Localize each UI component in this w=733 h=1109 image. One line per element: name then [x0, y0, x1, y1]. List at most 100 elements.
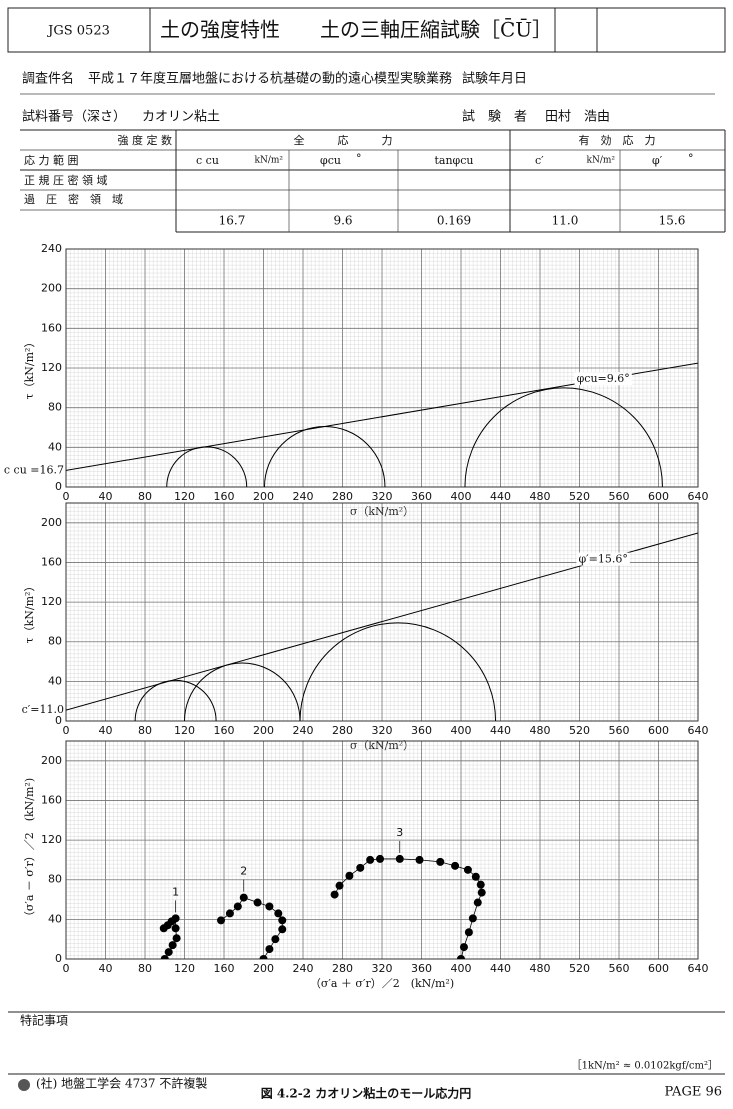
- x-tick-label: 200: [253, 962, 274, 975]
- chart: 0 40 80 120 160 200 240 280 320 360 400 440 480 520 56…: [22, 502, 709, 752]
- path-label: 1: [172, 885, 179, 898]
- x-tick-label: 120: [174, 490, 195, 503]
- path-point: [233, 902, 242, 911]
- column-unit: kN/m²: [586, 156, 615, 166]
- y-tick-label: 160: [41, 555, 62, 568]
- x-tick-label: 80: [138, 962, 152, 975]
- y-axis-label: τ（kN/m²）: [23, 337, 36, 400]
- y-tick-label: 40: [48, 440, 62, 453]
- y-axis-label: （σ′a － σ′r）／2 (kN/m²): [23, 778, 36, 922]
- path-point: [217, 916, 226, 925]
- unit-note: ［1kN/m² ≈ 0.0102kgf/cm²］: [572, 1060, 718, 1072]
- column-header: c′: [535, 154, 544, 167]
- path-point: [239, 893, 248, 902]
- envelope-label: φcu=9.6°: [577, 372, 630, 385]
- sample: カオリン粘土: [142, 110, 220, 125]
- x-tick-label: 520: [569, 724, 590, 737]
- path-point: [225, 909, 234, 918]
- path-point: [366, 855, 375, 864]
- x-tick-label: 400: [451, 724, 472, 737]
- label-background: [574, 372, 632, 386]
- x-tick-label: 40: [99, 490, 113, 503]
- table-value: 15.6: [659, 214, 686, 228]
- y-tick-label: 40: [48, 674, 62, 687]
- x-tick-label: 160: [214, 962, 235, 975]
- path-point: [164, 948, 173, 957]
- x-tick-label: 320: [372, 490, 393, 503]
- x-tick-label: 480: [530, 490, 551, 503]
- column-unit: °: [356, 152, 362, 165]
- path-point: [459, 943, 468, 952]
- x-tick-label: 240: [293, 490, 314, 503]
- column-unit: °: [688, 152, 694, 165]
- x-tick-label: 0: [63, 490, 70, 503]
- corner-label: 強 度 定 数: [118, 133, 173, 147]
- tester: 田村 浩由: [545, 110, 610, 125]
- path-point: [278, 916, 287, 925]
- y-tick-label: 200: [41, 754, 62, 767]
- path-point: [468, 914, 477, 923]
- y-tick-label: 40: [48, 912, 62, 925]
- x-tick-label: 280: [332, 490, 353, 503]
- y-tick-label: 240: [41, 242, 62, 255]
- x-tick-label: 200: [253, 490, 274, 503]
- y-tick-label: 160: [41, 321, 62, 334]
- plot-frame: [65, 740, 699, 960]
- path-point: [415, 855, 424, 864]
- date-label: 試験年月日: [462, 71, 527, 87]
- x-tick-label: 560: [609, 962, 630, 975]
- y-tick-label: 80: [48, 635, 62, 648]
- y-tick-label: 80: [48, 873, 62, 886]
- plot-frame: [65, 502, 699, 722]
- x-tick-label: 80: [138, 490, 152, 503]
- figure-caption: 図 4.2-2 カオリン粘土のモール応力円: [261, 1086, 472, 1101]
- path-point: [160, 955, 169, 959]
- path-point: [436, 857, 445, 866]
- x-tick-label: 360: [411, 490, 432, 503]
- path-point: [464, 928, 473, 937]
- y-tick-label: 120: [41, 595, 62, 608]
- logo: [18, 1079, 30, 1091]
- intercept-label: c cu =16.7: [4, 463, 64, 476]
- x-tick-label: 480: [530, 724, 551, 737]
- path-point: [477, 888, 486, 897]
- project: 平成１７年度互層地盤における杭基礎の動的遠心模型実験業務: [88, 71, 452, 87]
- y-tick-label: 200: [41, 516, 62, 529]
- publisher: (社) 地盤工学会 4737 不許複製: [36, 1076, 207, 1091]
- column-header: tanφcu: [434, 154, 473, 167]
- plot-frame: [65, 248, 699, 488]
- path-point: [265, 902, 274, 911]
- envelope-label: φ′=15.6°: [578, 553, 627, 566]
- x-axis-label: （σ′a ＋ σ′r）／2 (kN/m²): [310, 977, 454, 990]
- x-tick-label: 160: [214, 490, 235, 503]
- y-tick-label: 120: [41, 361, 62, 374]
- group-header: 全 応 力: [294, 133, 393, 147]
- x-tick-label: 520: [569, 490, 590, 503]
- y-axis-label: τ（kN/m²）: [23, 581, 36, 644]
- path-label: 3: [396, 826, 403, 839]
- charts: 0 40 80 120 160 200 240 280 320 360 400 440 480 520 56…: [4, 242, 709, 990]
- x-tick-label: 0: [63, 724, 70, 737]
- path-point: [395, 854, 404, 863]
- y-tick-label: 0: [55, 952, 62, 965]
- intercept-label: c′=11.0: [22, 703, 64, 716]
- x-tick-label: 320: [372, 962, 393, 975]
- x-tick-label: 360: [411, 724, 432, 737]
- x-tick-label: 320: [372, 724, 393, 737]
- corner-label: 応 力 範 囲: [24, 153, 79, 167]
- x-tick-label: 640: [688, 490, 709, 503]
- path-point: [476, 880, 485, 889]
- remarks-label: 特記事項: [20, 1013, 68, 1028]
- mohr-circle: [299, 622, 497, 721]
- x-tick-label: 640: [688, 962, 709, 975]
- page-number: PAGE 96: [665, 1085, 723, 1100]
- x-tick-label: 280: [332, 724, 353, 737]
- row-label: 正 規 圧 密 領 域: [24, 173, 107, 187]
- path-point: [335, 881, 344, 890]
- y-tick-label: 200: [41, 282, 62, 295]
- y-tick-label: 80: [48, 401, 62, 414]
- x-tick-label: 600: [648, 490, 669, 503]
- x-tick-label: 40: [99, 724, 113, 737]
- standard-code: JGS 0523: [46, 24, 110, 39]
- tester-label: 試 験 者: [462, 109, 527, 125]
